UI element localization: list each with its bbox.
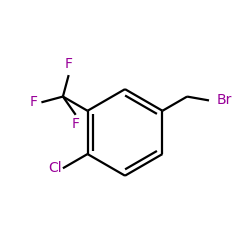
Text: F: F bbox=[30, 95, 38, 109]
Text: Br: Br bbox=[216, 94, 232, 108]
Text: F: F bbox=[65, 57, 73, 71]
Text: Cl: Cl bbox=[48, 161, 62, 175]
Text: F: F bbox=[72, 117, 80, 131]
